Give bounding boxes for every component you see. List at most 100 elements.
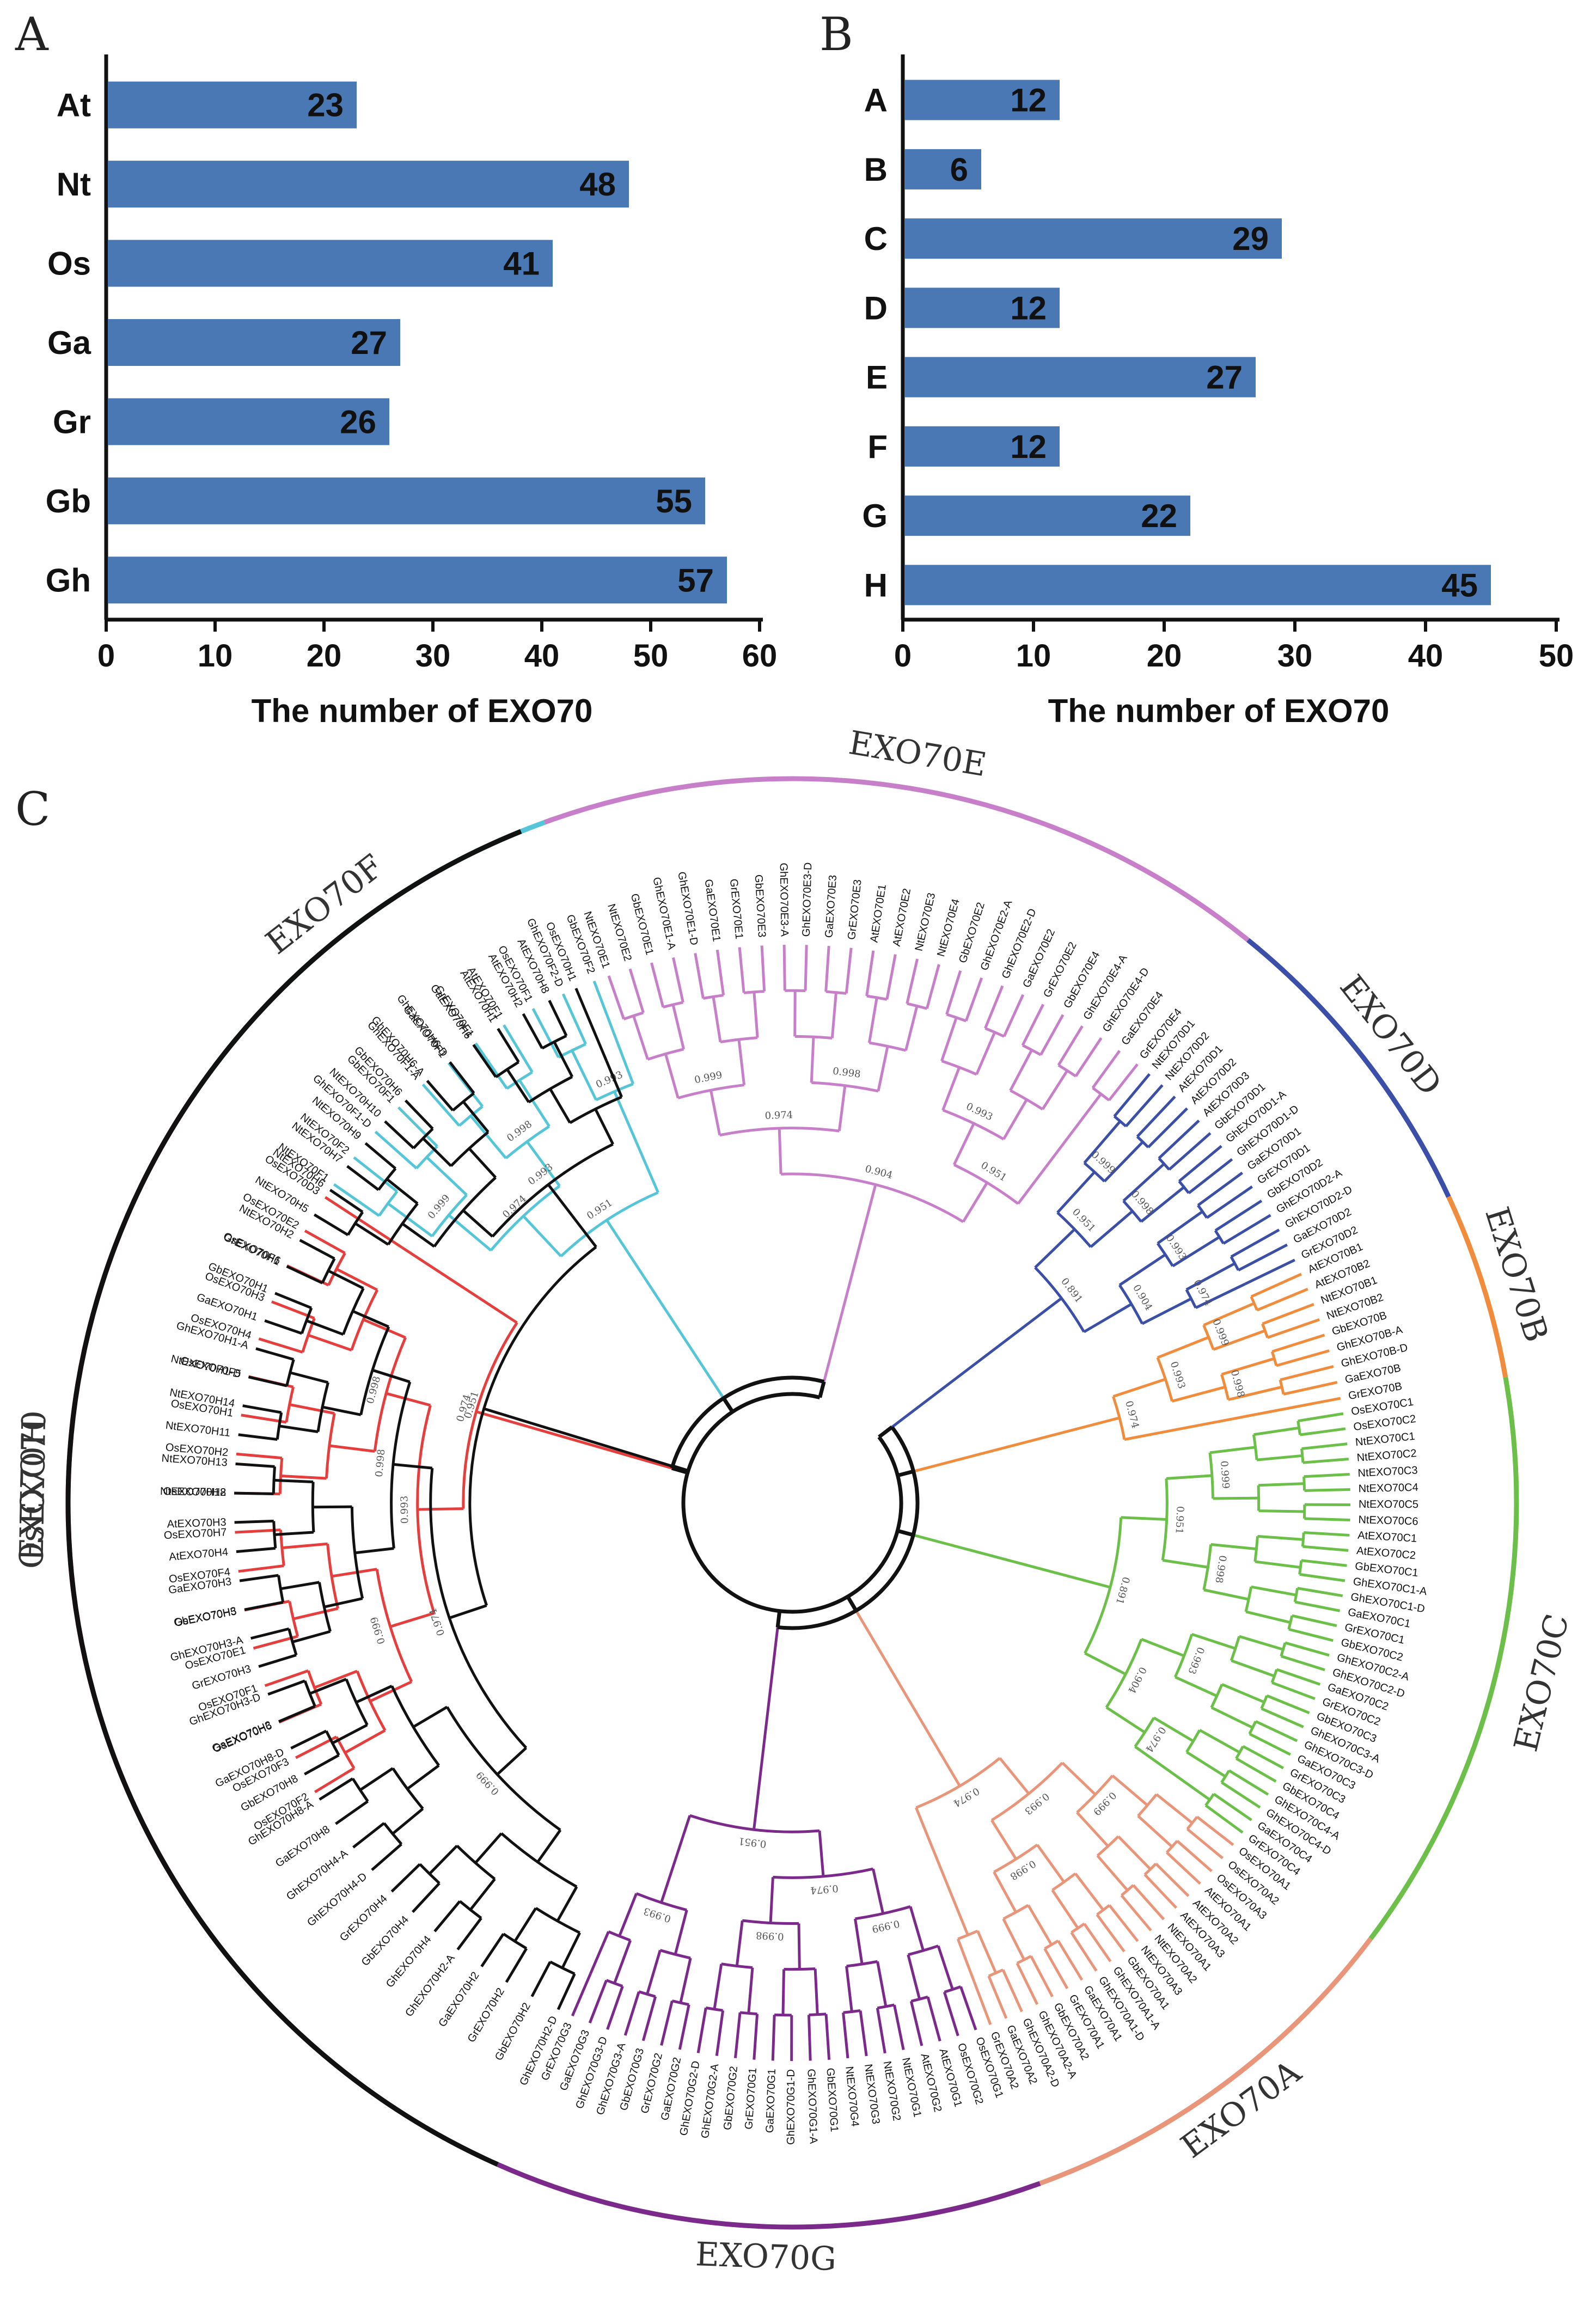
tree-leaf-label: NtEXO70H12 (160, 1485, 227, 1499)
tree-branch (346, 1165, 380, 1191)
tree-branch (915, 1807, 935, 1851)
tree-branch (1228, 1769, 1269, 1796)
tree-branch (843, 2009, 861, 2014)
tree-branch (605, 1060, 623, 1098)
tree-branch (1173, 1634, 1194, 1678)
value-label: 57 (677, 562, 714, 598)
tree-branch (1210, 1543, 1257, 1551)
tree-branch (845, 1966, 853, 2012)
bar (108, 240, 553, 287)
tree-branch (345, 1678, 369, 1726)
clade-label: EXO70E (846, 724, 989, 784)
bar (904, 149, 981, 189)
tree-branch (988, 1968, 1004, 1978)
tree-leaf-label: GrEXO70G1 (743, 2068, 759, 2130)
tree-branch (1276, 1349, 1330, 1367)
tree-branch (1231, 1659, 1275, 1678)
tree-branch (422, 1137, 452, 1167)
tree-branch (1057, 1025, 1084, 1066)
tree-branch (1092, 1086, 1110, 1102)
tree-branch (671, 1999, 689, 2006)
tree-branch (1262, 1302, 1314, 1325)
tree-branch (949, 1892, 969, 1936)
category-label: Ga (47, 325, 91, 361)
tree-leaf-label: GbEXO70E3 (753, 874, 768, 938)
bar (108, 161, 629, 208)
tree-branch (556, 1886, 578, 1922)
tree-branch (1245, 1610, 1291, 1624)
bootstrap-value: 0.999 (1210, 1317, 1231, 1348)
tree-branch (594, 1108, 614, 1145)
bootstrap-value: 0.999 (871, 1917, 901, 1935)
tree-branch (439, 1271, 480, 1299)
value-label: 23 (307, 87, 344, 124)
bootstrap-value: 0.891 (1114, 1575, 1132, 1605)
tree-branch (293, 1607, 339, 1620)
tree-branch (1043, 1948, 1069, 1990)
tree-branch (733, 2012, 742, 2058)
clade-arc (1246, 938, 1451, 1198)
bar-chart-subfamilies: A 12 B 6 C 29 D 12 E 27 F 12 G 22 H 45 0 10 20 30 40 50 The nu… (862, 54, 1574, 729)
tree-branch (804, 945, 808, 991)
tree-branch (737, 1039, 746, 1085)
bootstrap-value: 0.904 (864, 1163, 894, 1181)
tree-branch (513, 1907, 537, 1942)
tree-branch (258, 1654, 297, 1668)
tree-branch (897, 1528, 914, 1537)
tree-branch (738, 947, 745, 993)
tree-branch (606, 1985, 624, 2030)
tree-branch (906, 958, 919, 1004)
category-label: D (864, 290, 888, 326)
tree-branch (660, 1858, 677, 1903)
tree-branch (449, 1061, 475, 1094)
tree-branch (671, 1004, 686, 1050)
tree-branch (1202, 1324, 1215, 1350)
tree-branch (1298, 1412, 1344, 1423)
tree-branch (1056, 1171, 1096, 1214)
value-label: 27 (351, 325, 387, 361)
clade-label: EXO70B (1477, 1203, 1555, 1347)
tree-branch (496, 1747, 527, 1776)
tree-branch (1010, 1089, 1044, 1111)
bootstrap-value: 0.998 (374, 1448, 388, 1477)
bootstrap-value: 0.951 (1173, 1506, 1186, 1534)
tree-branch (1044, 1940, 1059, 1950)
tree-leaf-label: GrEXO70H2 (466, 1986, 507, 2045)
tree-branch (1288, 1628, 1334, 1642)
tree-branch (940, 1017, 958, 1062)
bar (108, 556, 727, 604)
tree-branch (561, 1932, 581, 1969)
tree-branch (635, 1141, 659, 1193)
tree-leaf-label: GhEXO70G1-A (805, 2069, 819, 2144)
tree-branch (810, 1037, 815, 1083)
tree-branch (244, 1600, 284, 1611)
tree-branch (588, 1979, 608, 2024)
x-tick-label: 40 (1408, 638, 1444, 674)
tree-branch (945, 970, 962, 1015)
tree-leaf-label: GbEXO70E1 (628, 892, 656, 956)
tree-branch (659, 1949, 691, 1960)
tree-branch (319, 1777, 354, 1801)
tree-branch (469, 1115, 507, 1159)
tree-branch (1185, 1751, 1226, 1778)
tree-branch (285, 1359, 295, 1386)
tree-leaf-label: GaEXO70E3 (823, 874, 840, 938)
tree-branch (1238, 1243, 1288, 1271)
tree-branch (984, 985, 1004, 1029)
tree-branch (393, 1463, 433, 1470)
bar (108, 319, 400, 366)
tree-branch (876, 2008, 886, 2054)
tree-branch (288, 1601, 299, 1637)
tree-branch (304, 1230, 346, 1255)
tree-leaf-label: AtEXO70E2 (891, 888, 914, 947)
tree-branch (589, 1931, 610, 1974)
tree-branch (1155, 1793, 1194, 1824)
tree-branch (503, 1024, 534, 1073)
tree-branch (1213, 1496, 1259, 1500)
tree-backbone (670, 1396, 725, 1467)
tree-branch (613, 1940, 632, 1984)
tree-branch (794, 1035, 833, 1039)
tree-branch (715, 949, 725, 996)
tree-branch (1134, 1745, 1173, 1775)
tree-branch (1251, 1585, 1296, 1597)
